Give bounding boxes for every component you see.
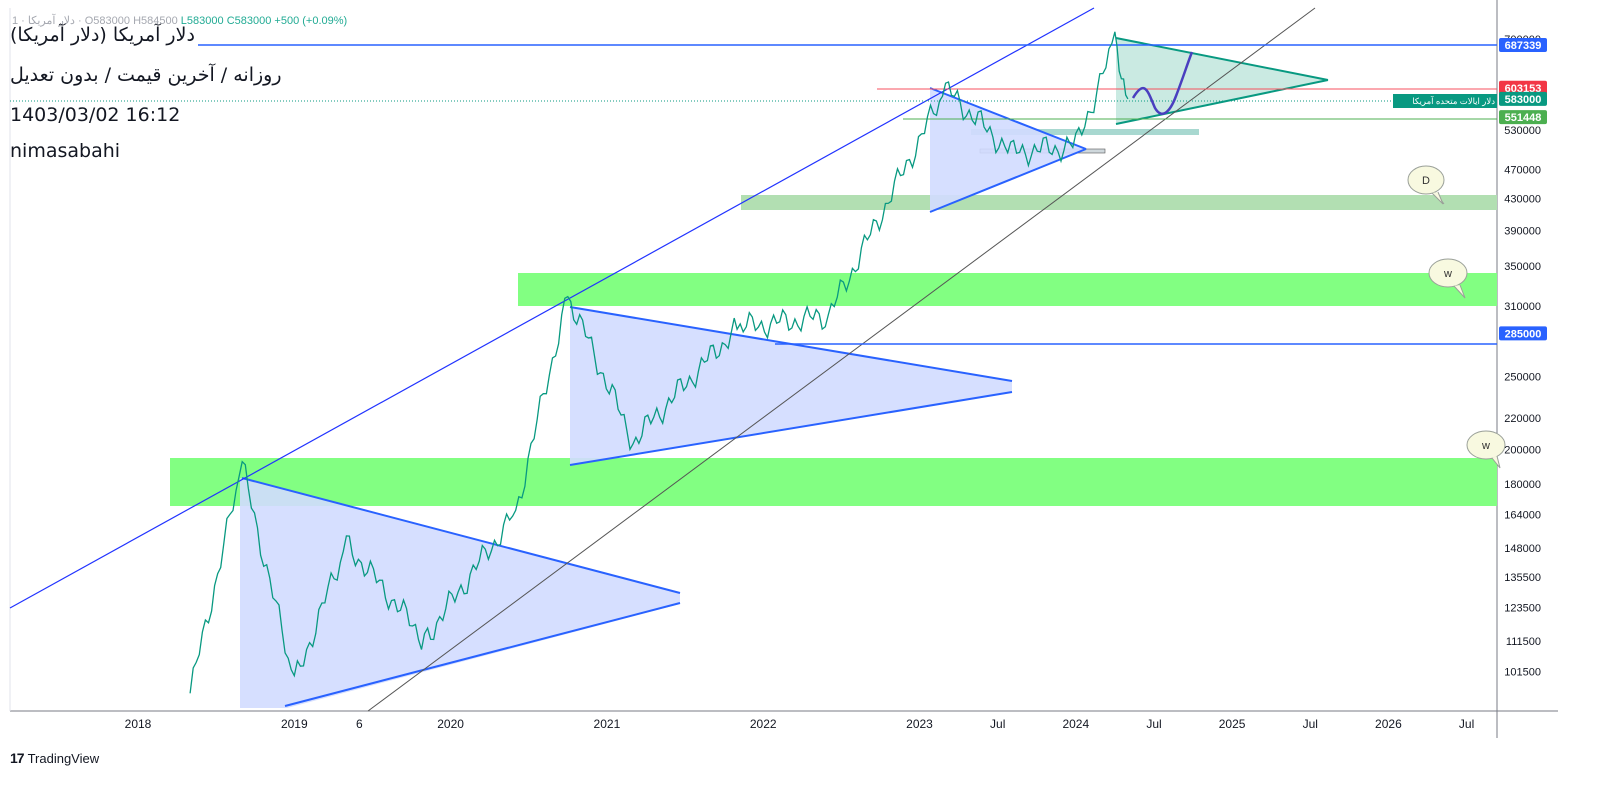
ohlc-high: H584500 xyxy=(133,15,178,27)
time-tick-4: 2021 xyxy=(594,717,621,731)
price-badge-bg-4 xyxy=(1499,326,1547,341)
price-badge-2: 583000 xyxy=(1505,94,1542,106)
price-tick-3: 430000 xyxy=(1504,194,1541,206)
chart-author: nimasabahi xyxy=(10,140,121,162)
price-tick-10: 180000 xyxy=(1504,479,1541,491)
symbol-tag-label: دلار ایالات متحده آمریکا xyxy=(1412,95,1495,107)
triangle-2024[interactable] xyxy=(1116,38,1328,124)
time-tick-3: 2020 xyxy=(437,717,464,731)
chart-datetime: 1403/03/02 16:12 xyxy=(10,104,181,126)
zone-430k[interactable] xyxy=(741,195,1497,210)
tradingview-brand[interactable]: 17 TradingView xyxy=(10,750,99,766)
time-tick-12: 2026 xyxy=(1375,717,1402,731)
ohlc-change: +500 (+0.09%) xyxy=(274,15,348,27)
ohlc-close: C583000 xyxy=(226,15,272,27)
symbol-tag: دلار ایالات متحده آمریکا xyxy=(1393,94,1497,108)
zone-small-teal[interactable] xyxy=(971,129,1199,135)
time-tick-2: 6 xyxy=(356,717,363,731)
triangle-2018[interactable] xyxy=(240,478,680,708)
price-tick-14: 123500 xyxy=(1504,602,1541,614)
price-series[interactable] xyxy=(189,31,1129,694)
price-badge-4: 285000 xyxy=(1505,328,1542,340)
triangle-2020-lower[interactable] xyxy=(569,391,1013,466)
channel-upper-line[interactable] xyxy=(9,7,1095,609)
time-tick-1: 2019 xyxy=(281,717,308,731)
price-tick-8: 220000 xyxy=(1504,413,1541,425)
price-tick-2: 470000 xyxy=(1504,165,1541,177)
time-tick-7: Jul xyxy=(990,717,1005,731)
zone-200k[interactable] xyxy=(170,458,1497,506)
triangle-2020[interactable] xyxy=(570,307,1012,465)
price-badge-bg-3 xyxy=(1499,110,1547,125)
time-axis[interactable]: 2018 2019 6 2020 2021 2022 2023 Jul 2024 Jul 2025 J… xyxy=(125,717,1475,731)
price-tick-4: 390000 xyxy=(1504,226,1541,238)
ohlc-low: L583000 xyxy=(180,15,224,27)
annotation-w2[interactable]: w xyxy=(1466,430,1506,469)
time-tick-13: Jul xyxy=(1459,717,1474,731)
tradingview-logo-icon: 17 xyxy=(10,750,25,766)
ohlc-prefix: دلار آمریکا · 1 · xyxy=(12,15,82,27)
triangle-2024-lower[interactable] xyxy=(1115,79,1329,125)
price-badge-0: 687339 xyxy=(1505,40,1542,52)
time-tick-5: 2022 xyxy=(750,717,777,731)
price-tick-12: 148000 xyxy=(1504,543,1541,555)
price-axis[interactable]: 7000005300004700004300003900003500003100… xyxy=(1504,34,1541,679)
price-tick-13: 135500 xyxy=(1504,572,1541,584)
brand-name: TradingView xyxy=(27,750,100,766)
chart-subtitle: روزانه / آخرین قیمت / بدون تعدیل xyxy=(10,64,282,86)
price-badge-bg-2 xyxy=(1499,91,1547,106)
ohlc-legend: دلار آمریکا · 1 · O583000 H584500 L58300… xyxy=(12,14,347,27)
annotation-d-label: D xyxy=(1422,175,1430,187)
price-tick-6: 310000 xyxy=(1504,301,1541,313)
time-tick-0: 2018 xyxy=(125,717,152,731)
time-tick-11: Jul xyxy=(1303,717,1318,731)
time-tick-9: Jul xyxy=(1146,717,1161,731)
chart-title: دلار آمریکا (دلار آمریکا) xyxy=(10,24,195,46)
price-tick-7: 250000 xyxy=(1504,371,1541,383)
price-tick-15: 111500 xyxy=(1506,636,1541,648)
annotation-w2-label: w xyxy=(1481,440,1490,452)
time-tick-10: 2025 xyxy=(1219,717,1246,731)
triangle-2018-lower[interactable] xyxy=(284,602,681,707)
time-tick-6: 2023 xyxy=(906,717,933,731)
price-tick-9: 200000 xyxy=(1504,444,1541,456)
channel-lower-line[interactable] xyxy=(367,7,1316,712)
zone-340k[interactable] xyxy=(518,273,1497,306)
projection-curve[interactable] xyxy=(1131,51,1194,115)
price-badge-bg-0 xyxy=(1499,38,1547,52)
price-badge-1: 603153 xyxy=(1505,83,1542,95)
annotation-d[interactable]: D xyxy=(1407,165,1445,205)
price-tick-16: 101500 xyxy=(1504,667,1541,679)
annotation-w1-label: w xyxy=(1443,268,1452,280)
price-badge-3: 551448 xyxy=(1505,112,1542,124)
price-badge-bg-1 xyxy=(1499,80,1547,95)
annotation-w1[interactable]: w xyxy=(1428,258,1468,299)
price-tick-11: 164000 xyxy=(1504,509,1541,521)
price-tick-1: 530000 xyxy=(1504,125,1541,137)
ohlc-open: O583000 xyxy=(84,15,131,27)
time-tick-8: 2024 xyxy=(1062,717,1089,731)
price-tick-5: 350000 xyxy=(1504,261,1541,273)
triangle-2018-upper[interactable] xyxy=(241,477,681,594)
